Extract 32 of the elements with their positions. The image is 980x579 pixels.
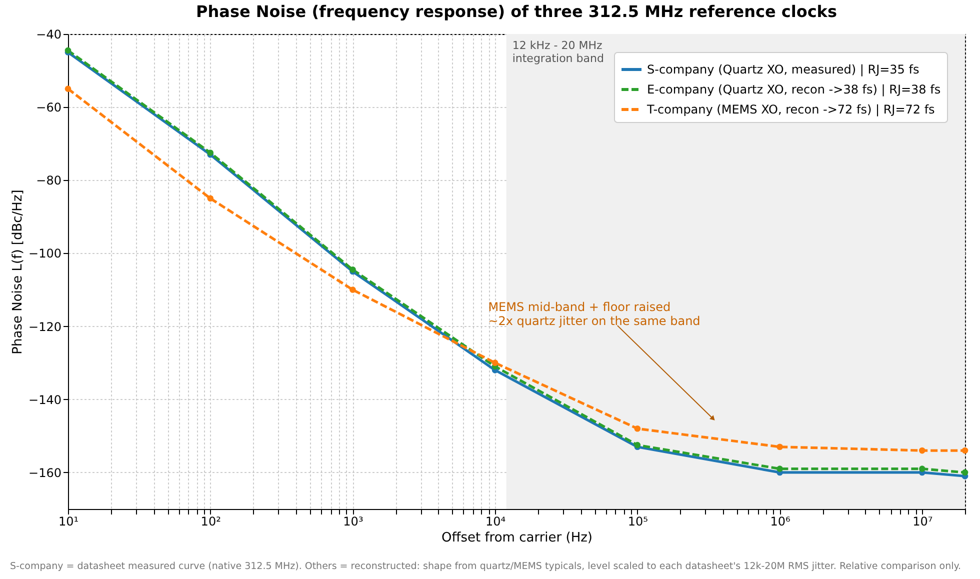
- x-tick-label: 10⁷: [912, 514, 933, 528]
- y-tick-label: −120: [28, 320, 62, 334]
- y-tick-label: −80: [36, 174, 62, 188]
- point: [918, 447, 926, 454]
- y-tick-label: −60: [36, 100, 62, 115]
- point: [492, 360, 498, 366]
- legend-label: E-company (Quartz XO, recon ->38 fs) | RJ=38 fs: [647, 82, 941, 96]
- x-tick-label: 10³: [343, 514, 364, 528]
- point: [64, 86, 72, 92]
- x-tick-label: 10⁵: [628, 514, 648, 528]
- band-label: 12 kHz - 20 MHz integration band: [512, 39, 604, 65]
- point: [918, 466, 926, 472]
- y-axis-title: Phase Noise L(f) [dBc/Hz]: [10, 190, 26, 354]
- y-tick-label: −140: [28, 392, 62, 407]
- annotation: MEMS mid-band + floor raised ~2x quartz jitter on the same band: [488, 300, 700, 328]
- y-tick-label: −100: [28, 246, 62, 261]
- y-tick-label: −40: [36, 28, 62, 42]
- x-tick-label: 10⁴: [486, 514, 506, 528]
- x-tick-label: 10¹: [58, 514, 79, 528]
- x-tick-label: 10⁶: [770, 514, 791, 528]
- chart-title: Phase Noise (frequency response) of three 312.5 MHz reference clocks: [196, 2, 837, 21]
- text: S-company = datasheet measured curve (native 312.5 MHz). Others = reconstructed: shape from quartz/MEMS typicals, level scaled to each datasheet's 12k-20M RMS jitter. Relative comparison only.: [10, 561, 962, 572]
- point: [776, 444, 783, 450]
- legend-label: T-company (MEMS XO, recon ->72 fs) | RJ=72 fs: [646, 102, 935, 116]
- point: [634, 425, 641, 432]
- point: [350, 286, 356, 293]
- x-axis-title: Offset from carrier (Hz): [442, 530, 592, 546]
- point: [776, 466, 783, 472]
- point: [207, 195, 214, 202]
- y-tick-label: −160: [28, 466, 62, 480]
- x-tick-label: 10²: [200, 514, 222, 528]
- legend-label: S-company (Quartz XO, measured) | RJ=35 fs: [647, 62, 920, 76]
